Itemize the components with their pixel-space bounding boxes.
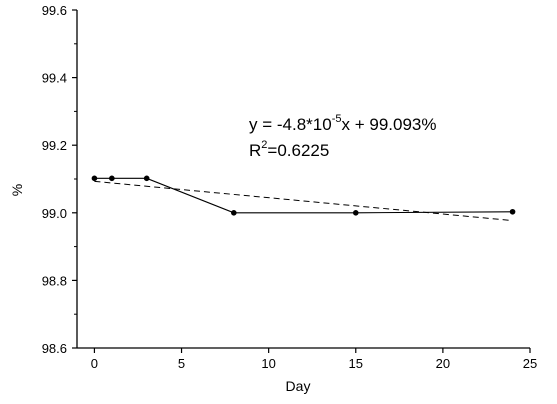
data-point <box>509 208 516 215</box>
x-tick-label: 10 <box>261 356 275 371</box>
x-axis-title: Day <box>286 378 311 394</box>
y-tick-label: 99.0 <box>42 206 67 221</box>
regression-equation: y = -4.8*10-5x + 99.093% <box>249 113 436 134</box>
y-tick-label: 98.8 <box>42 273 67 288</box>
data-point <box>109 175 115 182</box>
x-tick-label: 20 <box>436 356 450 371</box>
x-tick-label: 25 <box>523 356 537 371</box>
y-axis-title: % <box>9 184 25 196</box>
y-tick-label: 99.2 <box>42 138 67 153</box>
x-tick-label: 0 <box>91 356 98 371</box>
y-ticks: 98.6 98.8 99.0 99.2 99.4 99.6 <box>42 3 77 356</box>
y-tick-label: 99.6 <box>42 3 67 18</box>
r-squared: R2=0.6225 <box>249 139 329 160</box>
data-point <box>231 210 237 216</box>
x-tick-label: 15 <box>349 356 363 371</box>
data-point <box>352 210 359 216</box>
x-ticks: 0 5 10 15 20 25 <box>91 348 537 371</box>
series-layer <box>91 175 516 222</box>
y-tick-label: 99.4 <box>42 71 67 86</box>
x-tick-label: 5 <box>178 356 185 371</box>
linear-fit-line <box>94 180 513 222</box>
data-point <box>143 175 150 182</box>
y-tick-label: 98.6 <box>42 341 67 356</box>
data-point <box>91 175 98 182</box>
measured-line <box>94 177 513 214</box>
